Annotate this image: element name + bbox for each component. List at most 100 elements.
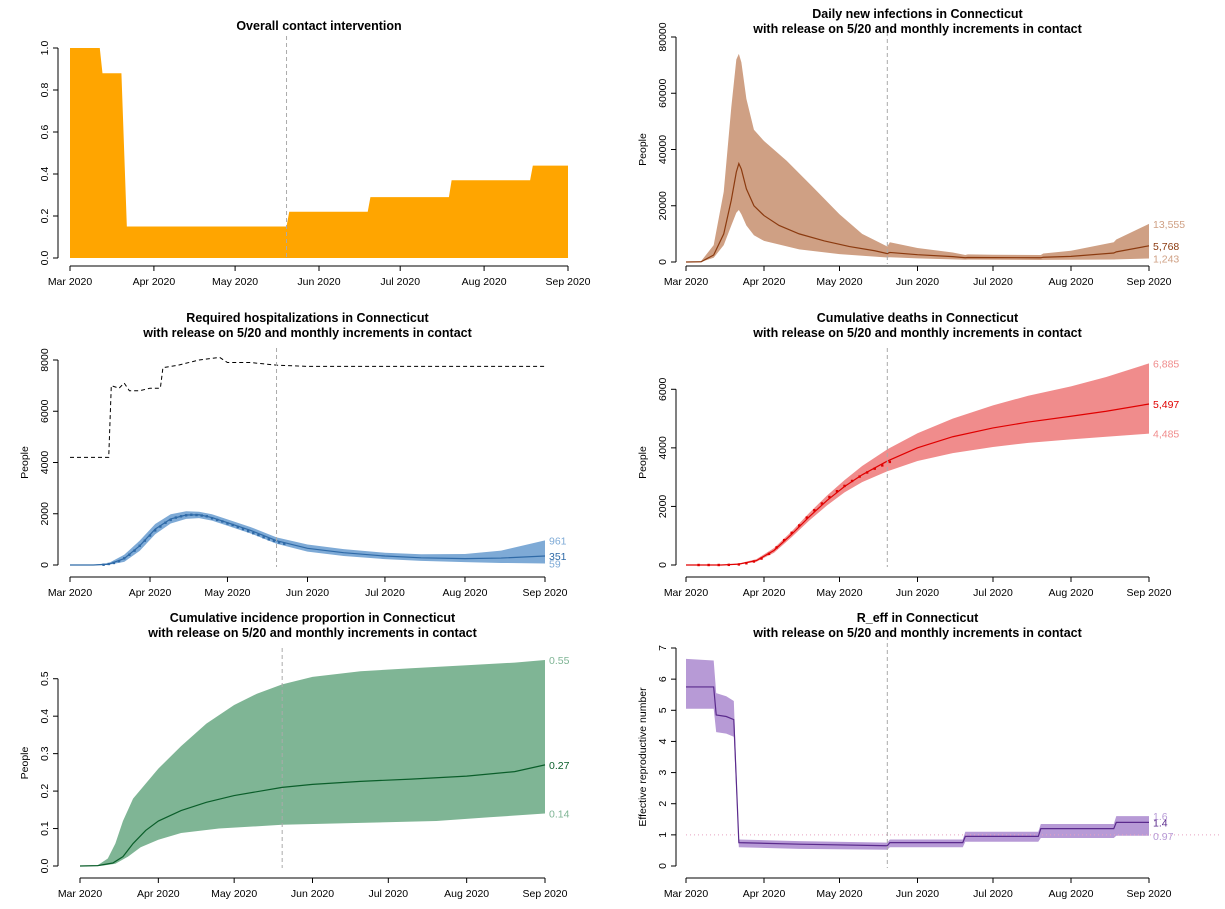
x-tick-label: Jun 2020 <box>896 276 939 288</box>
uncertainty-band <box>70 511 545 565</box>
chart-title-line: with release on 5/20 and monthly increme… <box>752 22 1082 36</box>
observed-point <box>195 513 198 517</box>
observed-point <box>262 536 265 539</box>
end-label-lower: 4,485 <box>1153 429 1179 441</box>
observed-point <box>267 538 270 541</box>
observed-point <box>112 561 116 565</box>
y-tick-label: 2 <box>657 801 669 807</box>
observed-points <box>102 513 286 566</box>
y-tick-label: 0.5 <box>39 671 51 686</box>
observed-point <box>850 479 854 483</box>
y-tick-label: 7 <box>657 645 669 651</box>
x-tick-label: Apr 2020 <box>129 587 172 599</box>
y-tick-label: 20000 <box>657 191 669 220</box>
x-tick-label: Sep 2020 <box>523 888 568 900</box>
chart-title-line: Cumulative deaths in Connecticut <box>817 311 1019 325</box>
y-tick-label: 0 <box>657 863 669 869</box>
x-tick-label: Mar 2020 <box>664 276 709 288</box>
x-tick-label: Apr 2020 <box>137 888 180 900</box>
chart-title-line: with release on 5/20 and monthly increme… <box>147 626 477 640</box>
end-label-upper: 6,885 <box>1153 358 1179 370</box>
observed-point <box>858 475 861 478</box>
end-label-upper: 0.55 <box>549 655 570 667</box>
chart-infections: Daily new infections in Connecticutwith … <box>637 7 1185 288</box>
x-tick-label: Jul 2020 <box>380 276 420 288</box>
x-tick-label: Jul 2020 <box>368 888 408 900</box>
observed-point <box>123 557 126 560</box>
end-label-median: 0.27 <box>549 760 570 772</box>
end-label-median: 1.4 <box>1153 817 1168 829</box>
observed-point <box>767 552 771 556</box>
chart-title-line: Cumulative incidence proportion in Conne… <box>170 611 456 625</box>
y-tick-label: 1.0 <box>39 41 51 56</box>
y-axis-label: People <box>637 446 649 479</box>
observed-point <box>117 559 121 563</box>
x-tick-label: Aug 2020 <box>1049 888 1094 900</box>
observed-point <box>717 563 720 567</box>
x-tick-label: Sep 2020 <box>1127 587 1172 599</box>
y-tick-label: 6000 <box>657 377 669 401</box>
observed-point <box>246 529 250 533</box>
x-tick-label: Jun 2020 <box>896 888 939 900</box>
chart-title-line: with release on 5/20 and monthly increme… <box>142 326 472 340</box>
x-tick-label: Jul 2020 <box>973 276 1013 288</box>
x-tick-label: May 2020 <box>211 888 257 900</box>
x-tick-label: Aug 2020 <box>1049 276 1094 288</box>
observed-point <box>782 538 786 542</box>
median-line <box>70 514 546 566</box>
y-tick-label: 40000 <box>657 135 669 164</box>
observed-point <box>737 563 741 566</box>
chart-title-line: Overall contact intervention <box>236 19 401 33</box>
observed-points <box>697 460 892 567</box>
observed-point <box>727 563 730 567</box>
chart-title-line: with release on 5/20 and monthly increme… <box>752 326 1082 340</box>
observed-point <box>257 533 260 537</box>
x-tick-label: Apr 2020 <box>133 276 176 288</box>
observed-point <box>252 532 255 535</box>
observed-point <box>184 514 188 517</box>
capacity-line <box>70 356 545 458</box>
y-tick-label: 0 <box>657 562 669 568</box>
observed-point <box>775 546 778 549</box>
uncertainty-band <box>686 53 1149 262</box>
y-tick-label: 0 <box>39 562 51 568</box>
observed-point <box>174 516 178 519</box>
x-tick-label: May 2020 <box>816 587 862 599</box>
end-label-median: 5,768 <box>1153 241 1179 253</box>
observed-point <box>707 563 710 567</box>
x-tick-label: Jul 2020 <box>973 888 1013 900</box>
x-tick-label: Jul 2020 <box>365 587 405 599</box>
y-tick-label: 2000 <box>39 502 51 526</box>
observed-point <box>153 529 157 532</box>
observed-point <box>820 502 824 505</box>
y-tick-label: 0.2 <box>39 784 51 799</box>
observed-point <box>697 563 700 567</box>
chart-title-line: R_eff in Connecticut <box>857 611 979 625</box>
observed-point <box>215 518 219 522</box>
observed-point <box>226 522 229 525</box>
end-label-lower: 0.97 <box>1153 831 1174 843</box>
end-label-upper: 13,555 <box>1153 219 1185 231</box>
x-tick-label: May 2020 <box>204 587 250 599</box>
y-tick-label: 0.2 <box>39 209 51 224</box>
x-tick-label: May 2020 <box>212 276 258 288</box>
end-label-median: 5,497 <box>1153 399 1179 411</box>
x-tick-label: Jun 2020 <box>297 276 340 288</box>
observed-point <box>159 525 162 528</box>
end-label-upper: 1.6 <box>1153 811 1168 823</box>
x-tick-label: Sep 2020 <box>546 276 591 288</box>
observed-point <box>888 460 892 464</box>
median-line <box>79 764 546 867</box>
observed-point <box>236 525 239 529</box>
y-tick-label: 0.6 <box>39 125 51 140</box>
x-tick-label: Jun 2020 <box>291 888 334 900</box>
observed-point <box>881 464 884 467</box>
chart-incidence: Cumulative incidence proportion in Conne… <box>19 611 570 900</box>
observed-point <box>272 539 276 543</box>
observed-point <box>169 518 172 522</box>
end-label-lower: 0.14 <box>549 809 570 821</box>
observed-point <box>231 523 234 527</box>
